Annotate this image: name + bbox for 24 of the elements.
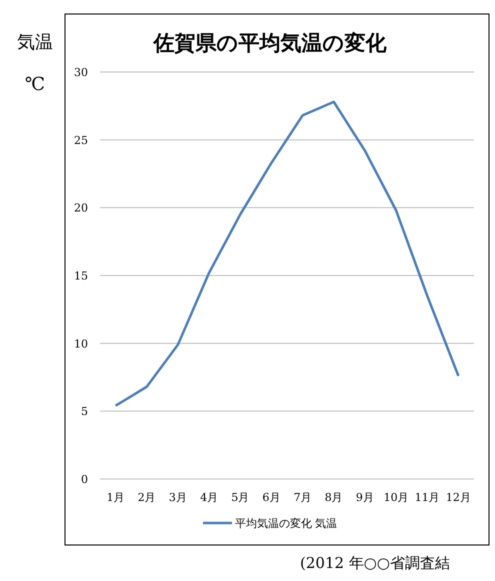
x-tick-label: 10月 — [384, 491, 409, 504]
text: (2012 年○○省調査結 — [300, 554, 450, 572]
x-tick-label: 9月 — [356, 491, 374, 504]
x-tick-label: 2月 — [138, 491, 156, 504]
y-tick-label: 5 — [81, 405, 88, 418]
line-series — [114, 100, 460, 407]
x-tick-label: 4月 — [200, 491, 218, 504]
y-tick-label: 0 — [81, 473, 88, 486]
y-axis-title: 気温 ℃ — [17, 32, 53, 95]
x-tick-label: 5月 — [231, 491, 250, 504]
y-tick-label: 25 — [74, 134, 88, 147]
x-tick-label: 12月 — [446, 491, 471, 504]
y-tick-label: 20 — [74, 202, 88, 215]
x-tick-label: 3月 — [168, 491, 187, 504]
legend-label: 平均気温の変化 気温 — [235, 517, 338, 530]
y-tick-label: 30 — [74, 66, 88, 79]
x-tick-label: 1月 — [106, 491, 125, 504]
x-tick-label: 7月 — [294, 491, 312, 504]
chart-title: 佐賀県の平均気温の変化 — [152, 30, 388, 55]
x-tick-label: 6月 — [262, 491, 280, 504]
x-tick-label: 11月 — [414, 491, 440, 504]
y-tick-label: 15 — [74, 270, 88, 282]
y-tick-label: 10 — [74, 337, 88, 350]
x-tick-label: 8月 — [324, 491, 343, 504]
